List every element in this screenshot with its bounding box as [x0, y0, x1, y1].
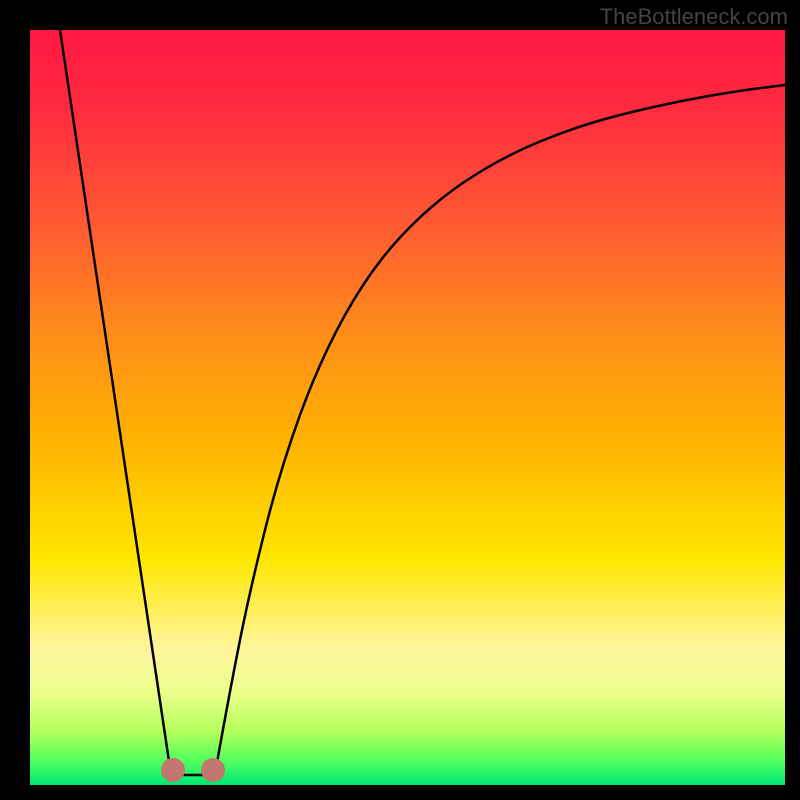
bottleneck-curve [60, 30, 785, 775]
watermark-text: TheBottleneck.com [600, 4, 788, 30]
chart-container: TheBottleneck.com [0, 0, 800, 800]
plot-area [30, 30, 785, 785]
curve-layer [30, 30, 785, 785]
